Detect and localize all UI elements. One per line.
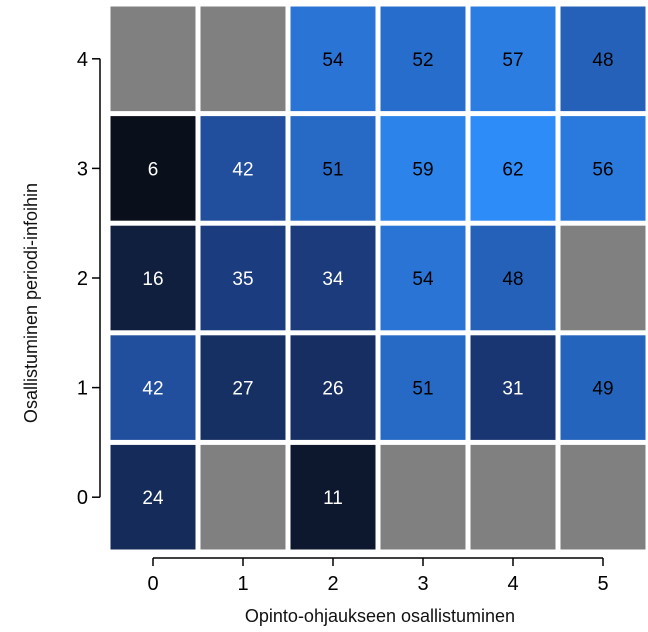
- heatmap-cell: [200, 116, 286, 221]
- heatmap-cell: [290, 225, 376, 331]
- heatmap-cell-value: 56: [592, 159, 613, 180]
- heatmap-cell-value: 51: [322, 159, 343, 180]
- heatmap-cell: [290, 6, 376, 112]
- heatmap-cell: [560, 6, 646, 112]
- x-tick-label: 2: [327, 573, 338, 595]
- y-tick-label: 2: [77, 268, 88, 290]
- heatmap-cell-value: 11: [323, 488, 343, 509]
- y-tick-label: 1: [77, 378, 88, 400]
- heatmap-cell-value: 35: [232, 269, 253, 290]
- heatmap-cell-value: 57: [502, 50, 523, 71]
- heatmap-cell-value: 24: [142, 488, 164, 509]
- heatmap-cell: [110, 225, 196, 331]
- heatmap-cell-value: 48: [502, 269, 523, 290]
- heatmap-cell-empty: [560, 225, 646, 331]
- x-tick-label: 5: [597, 573, 608, 595]
- heatmap-cell: [470, 6, 556, 112]
- y-tick-label: 4: [77, 49, 88, 71]
- heatmap-cell: [110, 444, 196, 550]
- heatmap-cell-value: 54: [322, 50, 344, 71]
- heatmap-cell-value: 49: [592, 379, 613, 400]
- heatmap-cell-value: 54: [412, 269, 434, 290]
- heatmap-cell-empty: [560, 444, 646, 550]
- heatmap-cell: [560, 335, 646, 440]
- heatmap-cell-empty: [380, 444, 466, 550]
- heatmap-cell-value: 62: [502, 159, 523, 180]
- heatmap-cell: [380, 225, 466, 331]
- heatmap-cell: [380, 6, 466, 112]
- heatmap-cell: [200, 335, 286, 440]
- heatmap-cell: [290, 444, 376, 550]
- x-tick-label: 0: [147, 573, 158, 595]
- heatmap-cell: [470, 225, 556, 331]
- heatmap-cell: [290, 335, 376, 440]
- heatmap-cell: [290, 116, 376, 221]
- x-axis-label: Opinto-ohjaukseen osallistuminen: [245, 606, 515, 626]
- heatmap-cell: [560, 116, 646, 221]
- heatmap-cell-value: 51: [412, 379, 433, 400]
- y-axis-ticks: 0 1 2 3 4: [77, 49, 100, 509]
- heatmap-cell-value: 31: [502, 379, 523, 400]
- x-axis-ticks: 0 1 2 3 4 5: [147, 558, 609, 595]
- heatmap-cell-empty: [200, 6, 286, 112]
- heatmap-cell: [200, 225, 286, 331]
- x-tick-label: 1: [237, 573, 248, 595]
- heatmap-cell-value: 42: [142, 379, 163, 400]
- heatmap-cell-value: 52: [412, 50, 433, 71]
- x-tick-label: 4: [507, 573, 518, 595]
- heatmap-cell: [470, 335, 556, 440]
- heatmap-cell: [380, 335, 466, 440]
- y-axis-label: Osallistuminen periodi-infoihin: [21, 183, 41, 423]
- heatmap-cell-value: 6: [148, 159, 159, 180]
- heatmap-cell-empty: [200, 444, 286, 550]
- heatmap-cell-value: 48: [592, 50, 613, 71]
- y-tick-label: 3: [77, 158, 88, 180]
- heatmap-cell-value: 59: [412, 159, 433, 180]
- heatmap-cell-empty: [470, 444, 556, 550]
- heatmap-cell-value: 42: [232, 159, 253, 180]
- heatmap-cell-value: 34: [322, 269, 344, 290]
- y-tick-label: 0: [77, 487, 88, 509]
- x-tick-label: 3: [417, 573, 428, 595]
- heatmap-cell-value: 26: [322, 379, 343, 400]
- heatmap-cells: 24 11 42 27 26 51 31 49 16 35 34 54 48 6 42 51 59 62 56 54 5…: [110, 6, 646, 550]
- heatmap-cell-value: 16: [142, 269, 163, 290]
- heatmap-cell: [380, 116, 466, 221]
- heatmap-cell: [470, 116, 556, 221]
- heatmap-cell-value: 27: [232, 379, 253, 400]
- heatmap-cell: [110, 335, 196, 440]
- heatmap-cell-empty: [110, 6, 196, 112]
- heatmap-cell: [110, 116, 196, 221]
